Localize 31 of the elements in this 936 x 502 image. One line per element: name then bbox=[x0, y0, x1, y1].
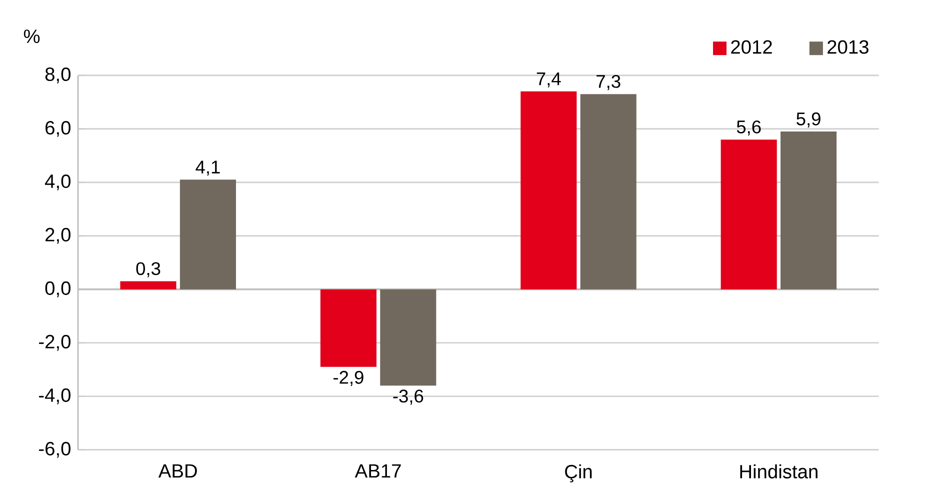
data-label: -3,6 bbox=[393, 390, 424, 405]
bar bbox=[320, 289, 376, 367]
bar bbox=[120, 281, 176, 290]
y-tick-label: -6,0 bbox=[39, 442, 70, 458]
y-axis-title: % bbox=[24, 30, 40, 44]
y-tick-label: -2,0 bbox=[39, 335, 70, 351]
bar bbox=[780, 132, 837, 290]
x-tick-label: Hindistan bbox=[740, 464, 818, 479]
y-tick-label: 4,0 bbox=[45, 174, 70, 190]
data-label: -2,9 bbox=[334, 371, 364, 386]
data-label: 4,1 bbox=[196, 160, 220, 176]
y-tick-label: 2,0 bbox=[46, 228, 70, 244]
x-tick-label: AB17 bbox=[354, 464, 401, 478]
y-tick-label: 6,0 bbox=[46, 121, 70, 137]
data-label: 7,4 bbox=[536, 72, 561, 88]
y-tick-label: 8,0 bbox=[45, 68, 70, 84]
x-tick-label: Çin bbox=[565, 464, 592, 482]
bar bbox=[520, 92, 577, 290]
x-tick-label: ABD bbox=[158, 464, 197, 478]
legend-label: 2012 bbox=[731, 40, 772, 54]
data-label: 0,3 bbox=[136, 262, 160, 278]
data-label: 5,6 bbox=[736, 120, 761, 136]
bar bbox=[580, 94, 636, 290]
bar bbox=[720, 140, 777, 290]
y-tick-label: -4,0 bbox=[39, 388, 70, 404]
bar bbox=[180, 180, 236, 290]
data-label: 5,9 bbox=[796, 112, 820, 128]
data-label: 7,3 bbox=[596, 75, 620, 90]
bar bbox=[380, 289, 436, 386]
y-tick-label: 0,0 bbox=[45, 282, 70, 298]
legend-label: 2013 bbox=[828, 40, 868, 54]
